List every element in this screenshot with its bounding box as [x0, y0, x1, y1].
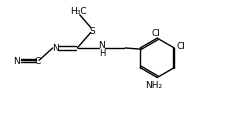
Text: Cl: Cl [152, 29, 160, 38]
Text: H₃C: H₃C [70, 7, 87, 16]
Text: N: N [14, 57, 20, 66]
Text: H: H [99, 49, 105, 58]
Text: S: S [90, 27, 95, 36]
Text: N: N [98, 41, 105, 50]
Text: N: N [52, 45, 59, 54]
Text: NH₂: NH₂ [145, 81, 162, 90]
Text: C: C [35, 57, 41, 66]
Text: Cl: Cl [177, 42, 186, 51]
